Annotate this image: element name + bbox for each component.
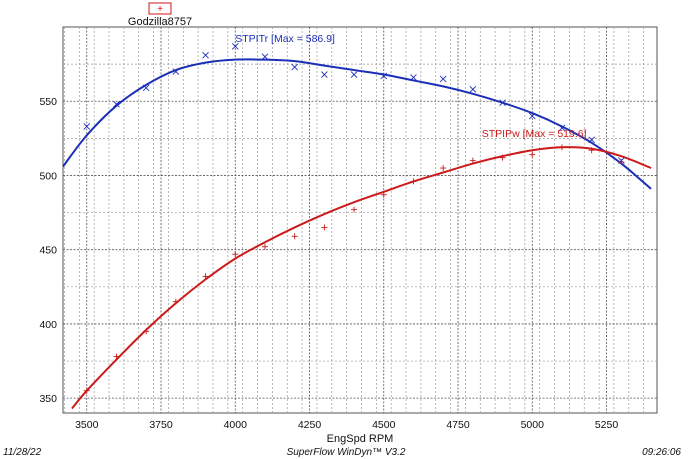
data-point-stpipw: [143, 328, 150, 335]
x-tick-labels: 3500 3750 4000 4250 4500 4750 5000 5250: [75, 419, 618, 431]
y-tick-label: 550: [39, 96, 57, 108]
x-tick-label: 3750: [149, 419, 173, 431]
data-point-stpipw: [618, 159, 625, 166]
data-point-stpipw: [172, 298, 179, 305]
markers-layer: [83, 42, 625, 394]
data-point-stpitr: [380, 72, 388, 80]
data-point-stpipw: [410, 178, 417, 185]
data-point-stpitr: [231, 42, 239, 50]
series-label-stpitr: STPITr [Max = 586.9]: [235, 33, 335, 45]
series-line-stpitr: [63, 58, 652, 190]
x-tick-label: 4750: [446, 419, 470, 431]
y-tick-label: 350: [39, 393, 57, 405]
legend-swatch: [148, 2, 172, 15]
data-point-stpipw: [440, 165, 447, 172]
data-point-stpipw: [261, 243, 268, 250]
data-point-stpipw: [588, 147, 595, 154]
x-tick-label: 4250: [298, 419, 322, 431]
data-point-stpipw: [529, 151, 536, 158]
y-tick-labels: 350 400 450 500 550: [39, 96, 57, 405]
y-tick-label: 400: [39, 319, 57, 331]
data-point-stpipw: [558, 144, 565, 151]
data-point-stpitr: [558, 124, 566, 132]
x-tick-label: 3500: [75, 419, 99, 431]
data-point-stpitr: [261, 53, 269, 61]
y-tick-label: 450: [39, 245, 57, 257]
data-point-stpitr: [321, 71, 328, 78]
footer-software: SuperFlow WinDyn™ V3.2: [287, 447, 406, 458]
data-point-stpipw: [380, 191, 387, 198]
legend-marker-icon: +: [157, 4, 163, 15]
data-point-stpitr: [83, 123, 91, 130]
series-labels: STPITr [Max = 586.9] STPIPw [Max = 519.6]: [235, 33, 586, 140]
data-point-stpipw: [321, 224, 328, 231]
data-point-stpitr: [499, 99, 506, 107]
data-point-stpitr: [439, 75, 447, 83]
data-point-stpitr: [291, 63, 298, 71]
data-point-stpipw: [83, 387, 90, 394]
x-tick-label: 5000: [521, 419, 545, 431]
data-point-stpipw: [291, 233, 298, 240]
series-line-stpipw: [71, 146, 652, 410]
plot-frame: [62, 26, 658, 414]
data-point-stpitr: [469, 86, 477, 93]
footer-time: 09:26:06: [642, 447, 681, 458]
grid-major: [63, 27, 657, 413]
grid-minor: [63, 27, 657, 413]
series-label-stpipw: STPIPw [Max = 519.6]: [482, 128, 587, 140]
legend-label: Godzilla8757: [128, 16, 192, 28]
x-axis-title: EngSpd RPM: [327, 433, 394, 445]
series-layer: [63, 58, 652, 410]
data-point-stpipw: [202, 273, 209, 280]
y-tick-label: 500: [39, 170, 57, 182]
x-tick-label: 5250: [595, 419, 619, 431]
data-point-stpipw: [351, 206, 358, 213]
data-point-stpipw: [499, 154, 506, 161]
data-point-stpitr: [410, 74, 417, 81]
data-point-stpitr: [142, 84, 150, 92]
x-tick-label: 4000: [224, 419, 248, 431]
data-point-stpitr: [350, 71, 358, 78]
data-point-stpitr: [528, 112, 536, 120]
footer-date: 11/28/22: [3, 447, 42, 458]
data-point-stpitr: [202, 51, 209, 59]
data-point-stpipw: [469, 157, 476, 164]
data-point-stpipw: [232, 251, 239, 258]
legend: + Godzilla8757: [128, 2, 192, 28]
data-point-stpipw: [113, 353, 120, 360]
x-tick-label: 4500: [372, 419, 396, 431]
data-point-stpitr: [588, 136, 595, 144]
data-point-stpitr: [172, 68, 180, 75]
data-point-stpitr: [113, 100, 120, 108]
